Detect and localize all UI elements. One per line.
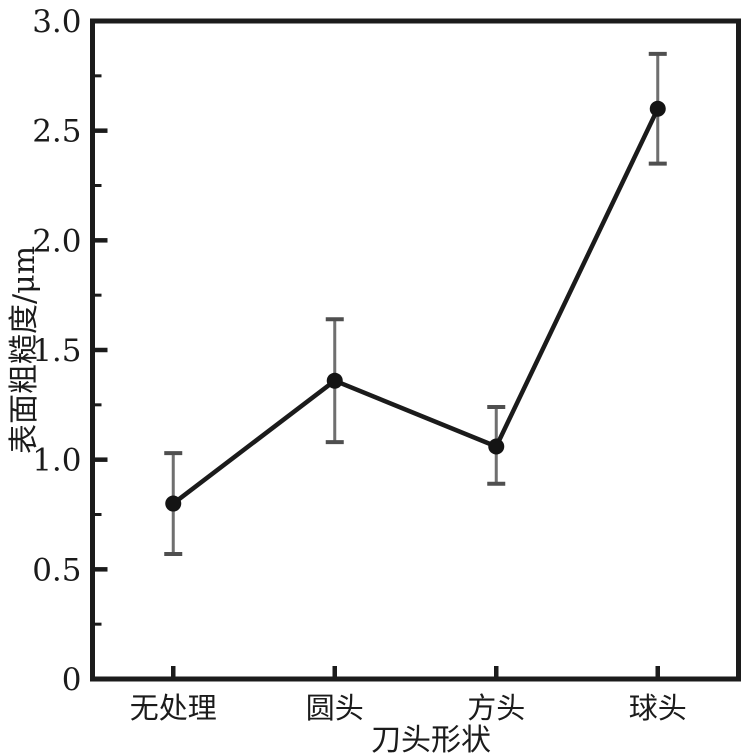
x-axis-title: 刀头形状 [371,723,491,756]
x-axis-category-label: 球头 [629,691,687,725]
x-axis-category-label: 无处理 [130,691,217,725]
y-axis-tick-label: 0 [62,662,82,698]
y-axis-tick-label: 1.5 [32,333,81,369]
data-point-marker [165,495,182,512]
y-axis-tick-label: 2.5 [32,114,81,150]
y-axis-title: 表面粗糙度/μm [7,246,42,454]
data-point-marker [649,100,666,117]
y-axis-tick-label: 0.5 [32,552,81,588]
y-axis-tick-label: 1.0 [32,443,81,479]
data-line [171,106,660,506]
y-axis-tick-label: 2.0 [32,223,81,259]
data-point-marker [326,372,343,389]
x-axis-category-label: 方头 [467,691,525,725]
x-axis-category-label: 圆头 [306,691,364,725]
plot-frame [90,18,741,682]
plot-area: 0 0.5 1.0 1.5 2.0 2.5 3.0 无处理 圆头 方头 球头 [32,4,741,725]
data-point-marker [488,438,505,455]
y-axis-tick-label: 3.0 [32,4,81,40]
